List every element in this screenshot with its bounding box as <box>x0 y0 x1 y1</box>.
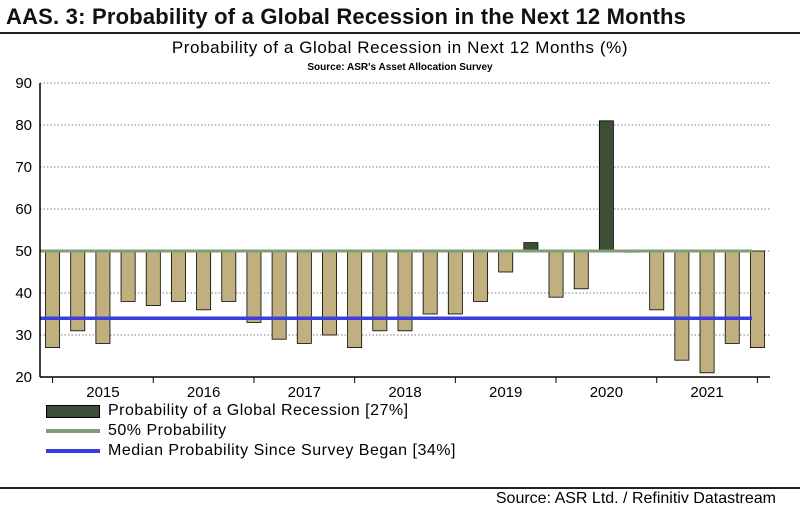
bar-20 <box>548 250 564 298</box>
bar-24 <box>649 250 665 311</box>
y-tick-label-60: 60 <box>15 201 32 218</box>
bar-16 <box>447 250 463 315</box>
bar-3 <box>120 250 136 302</box>
bar-10 <box>296 250 312 344</box>
bar-8 <box>246 250 262 323</box>
chart-subtitle: Source: ASR's Asset Allocation Survey <box>307 62 493 73</box>
legend-label-50-line: 50% Probability <box>108 422 227 439</box>
bar-26 <box>699 250 715 374</box>
footer-divider <box>0 487 800 489</box>
x-tick-label-2019: 2019 <box>489 384 522 400</box>
legend-label-bars: Probability of a Global Recession [27%] <box>108 402 409 419</box>
bar-22 <box>598 120 614 252</box>
bar-28 <box>749 250 765 348</box>
bar-12 <box>347 250 363 348</box>
bar-0 <box>45 250 61 348</box>
y-tick-label-50: 50 <box>15 243 32 260</box>
bar-11 <box>322 250 337 336</box>
axes: 20 30 40 50 60 70 80 90 2015 2016 2017 2018 2019 2020… <box>15 75 770 400</box>
bar-21 <box>573 250 589 290</box>
y-tick-label-20: 20 <box>15 369 32 386</box>
y-tick-label-40: 40 <box>15 285 32 302</box>
bar-7 <box>221 250 237 302</box>
footer-source: Source: ASR Ltd. / Refinitiv Datastream <box>495 490 776 507</box>
x-tick-label-2015: 2015 <box>86 384 119 400</box>
bar-25 <box>674 250 690 361</box>
bar-18 <box>498 250 514 273</box>
x-tick-label-2021: 2021 <box>690 384 723 400</box>
bar-5 <box>170 250 186 302</box>
bar-4 <box>145 250 161 306</box>
x-tick-label-2016: 2016 <box>187 384 220 400</box>
bar-27 <box>724 250 740 344</box>
bar-15 <box>422 250 438 315</box>
legend-swatch-bars <box>46 405 100 418</box>
bar-17 <box>473 250 488 302</box>
y-tick-label-70: 70 <box>15 159 32 176</box>
bar-series <box>45 120 765 374</box>
x-tick-label-2020: 2020 <box>590 384 623 400</box>
chart-title: Probability of a Global Recession in Nex… <box>171 38 629 57</box>
y-tick-label-80: 80 <box>15 117 32 134</box>
bar-9 <box>271 250 287 340</box>
recession-probability-chart: 20 30 40 50 60 70 80 90 2015 2016 2017 2018 2019 2020… <box>15 75 770 400</box>
reference-lines <box>40 249 752 320</box>
bar-2 <box>95 250 111 344</box>
page-title: AAS. 3: Probability of a Global Recessio… <box>6 4 687 29</box>
legend-label-median-line: Median Probability Since Survey Began [3… <box>108 442 456 459</box>
bar-6 <box>196 250 212 311</box>
x-tick-label-2017: 2017 <box>288 384 321 400</box>
legend-swatch-50-line <box>46 429 100 433</box>
y-tick-label-90: 90 <box>15 75 32 92</box>
x-tick-label-2018: 2018 <box>388 384 421 400</box>
header-divider <box>0 32 800 34</box>
y-tick-label-30: 30 <box>15 327 32 344</box>
legend-swatch-median-line <box>46 449 100 453</box>
